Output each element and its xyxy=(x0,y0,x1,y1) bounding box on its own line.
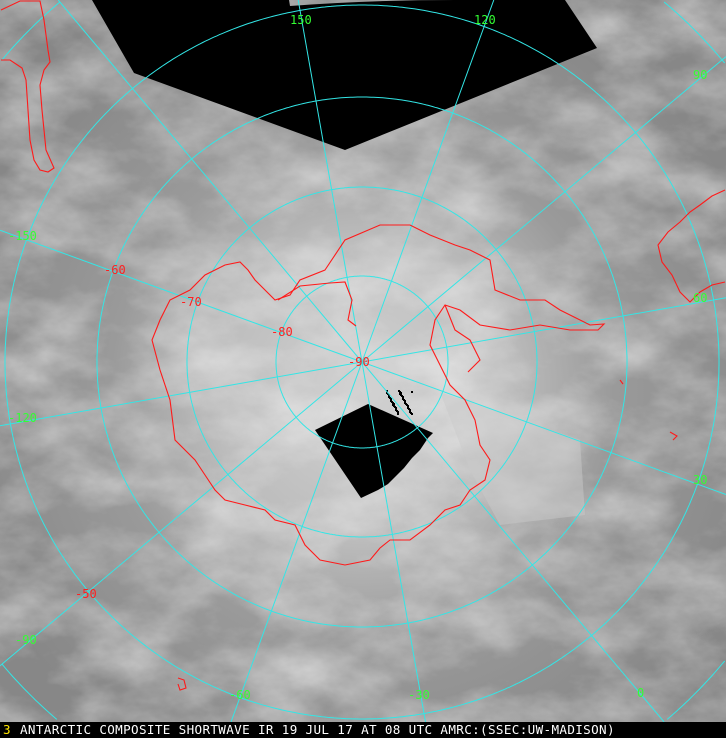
longitude-label: 150 xyxy=(290,13,312,27)
speckle-dot xyxy=(386,392,388,394)
no-data-area-pole xyxy=(315,404,433,498)
longitude-line xyxy=(361,361,665,722)
no-data-wedge-top xyxy=(92,0,597,150)
speckle-dot xyxy=(397,413,399,415)
speckle-dot xyxy=(395,409,397,411)
longitude-label: 90 xyxy=(693,68,707,82)
latitude-circle xyxy=(275,275,449,449)
speckle-dot xyxy=(398,390,400,392)
island-coastline xyxy=(619,379,624,385)
latitude-label: -70 xyxy=(180,295,202,309)
latitude-label: -90 xyxy=(348,355,370,369)
latitude-circle xyxy=(1,1,726,720)
longitude-label: -150 xyxy=(8,229,37,243)
speckle-dot xyxy=(411,391,413,393)
coastlines xyxy=(0,0,726,691)
speckle-dot xyxy=(409,411,411,413)
island-coastline xyxy=(177,677,187,691)
grid-labels: 150 120 90 60 30 0 -30 -60 -90 -120 -150 -90 -80 -70 -… xyxy=(8,13,707,702)
speckle-dot xyxy=(404,402,406,404)
speckle-dot xyxy=(388,396,390,398)
ice-shelf-outline xyxy=(277,281,357,327)
longitude-line xyxy=(361,361,726,495)
latitude-label: -80 xyxy=(271,325,293,339)
latitude-circle xyxy=(4,4,720,720)
latitude-label: -60 xyxy=(104,263,126,277)
longitude-line xyxy=(0,361,363,427)
speckle-dot xyxy=(390,400,392,402)
longitude-label: 0 xyxy=(637,686,644,700)
speckle-dot xyxy=(407,407,409,409)
ice-shelf-outline-east xyxy=(444,304,481,373)
map-canvas: 150 120 90 60 30 0 -30 -60 -90 -120 -150 -90 -80 -70 -… xyxy=(0,0,726,722)
longitude-label: 120 xyxy=(474,13,496,27)
cursor-glyph: 3 xyxy=(3,722,11,737)
island-coastline xyxy=(669,431,678,441)
south-america-coastline xyxy=(657,189,726,303)
longitude-line xyxy=(361,297,726,363)
new-zealand-coastline xyxy=(0,0,55,173)
longitude-line xyxy=(361,56,726,363)
longitude-label: 60 xyxy=(693,291,707,305)
image-caption: ANTARCTIC COMPOSITE SHORTWAVE IR 19 JUL … xyxy=(20,722,615,737)
latitude-label: -50 xyxy=(75,587,97,601)
longitude-line xyxy=(0,229,363,363)
longitude-label: -90 xyxy=(15,633,37,647)
speckle-dot xyxy=(402,398,404,400)
lat-lon-grid xyxy=(0,0,726,722)
speckle-dot xyxy=(392,404,394,406)
longitude-line xyxy=(0,361,363,667)
longitude-label: -120 xyxy=(8,411,37,425)
longitude-line xyxy=(361,0,495,363)
longitude-label: 30 xyxy=(693,473,707,487)
caption-bar: 3 ANTARCTIC COMPOSITE SHORTWAVE IR 19 JU… xyxy=(0,722,726,738)
longitude-line xyxy=(230,361,363,722)
longitude-line xyxy=(361,361,426,722)
longitude-line xyxy=(57,0,363,363)
latitude-circle xyxy=(96,96,628,628)
latitude-circle xyxy=(186,186,538,538)
speckle-dot xyxy=(386,390,388,392)
longitude-label: -60 xyxy=(229,688,251,702)
no-data-speckle xyxy=(386,390,413,415)
speckle-dot xyxy=(399,393,401,395)
longitude-label: -30 xyxy=(408,688,430,702)
antarctica-coastline xyxy=(151,224,606,566)
